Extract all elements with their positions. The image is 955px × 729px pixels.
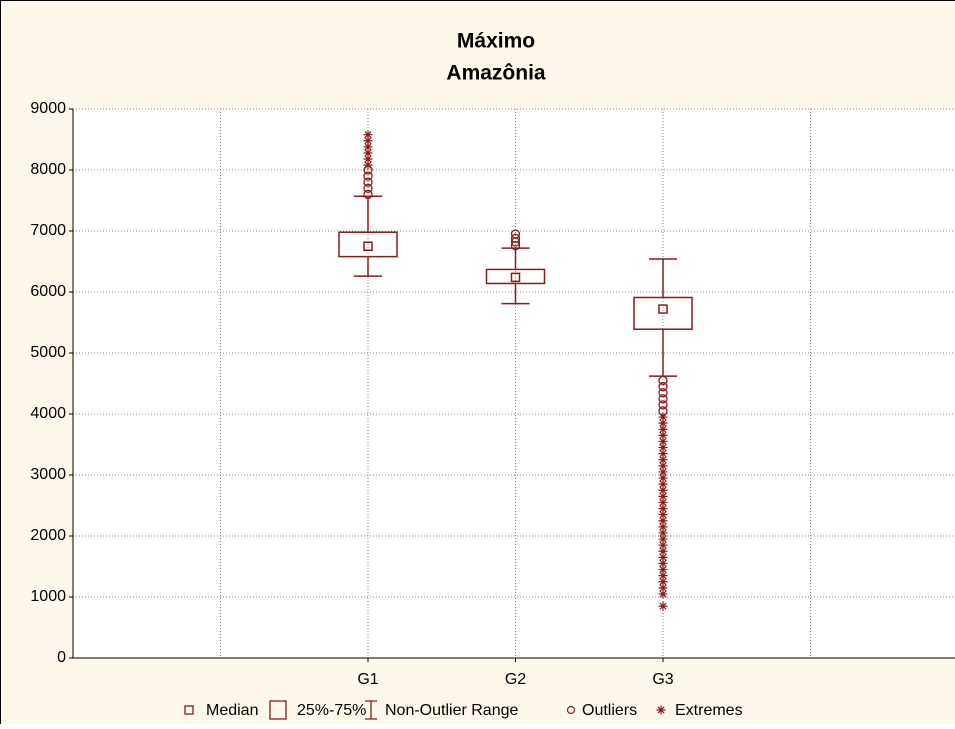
legend-label: 25%-75%: [297, 702, 366, 719]
x-tick-label: G3: [652, 671, 673, 688]
y-tick-label: 6000: [30, 283, 66, 300]
legend-label: Extremes: [675, 702, 743, 719]
y-tick-label: 3000: [30, 466, 66, 483]
legend-label: Outliers: [582, 702, 637, 719]
y-tick-label: 4000: [30, 405, 66, 422]
extreme: [364, 130, 373, 139]
legend-label: Median: [206, 702, 258, 719]
y-tick-label: 1000: [30, 588, 66, 605]
y-tick-label: 0: [57, 649, 66, 666]
y-tick-label: 8000: [30, 161, 66, 178]
legend-label: Non-Outlier Range: [385, 702, 519, 719]
extreme: [659, 413, 668, 422]
y-tick-label: 2000: [30, 527, 66, 544]
legend-icon: [657, 706, 666, 715]
chart-subtitle: Amazônia: [446, 62, 546, 85]
chart-title: Máximo: [457, 30, 535, 53]
x-tick-label: G1: [357, 671, 378, 688]
x-tick-label: G2: [505, 671, 526, 688]
plot-area: [73, 109, 955, 658]
y-tick-label: 7000: [30, 222, 66, 239]
y-tick-label: 9000: [30, 100, 66, 117]
y-tick-label: 5000: [30, 344, 66, 361]
